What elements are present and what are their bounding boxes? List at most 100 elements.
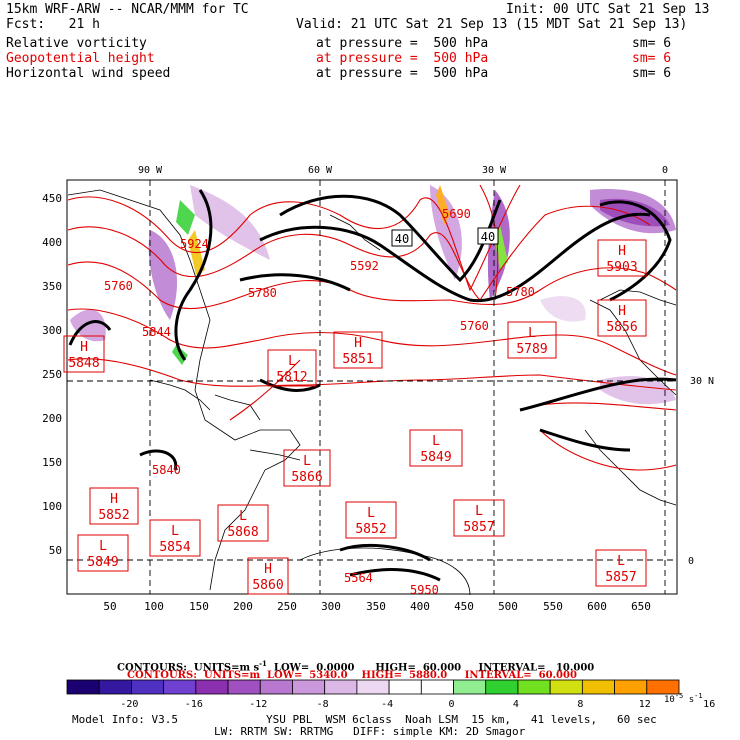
contour-info-black: CONTOURS: UNITS=m s-1 LOW= 0.0000 HIGH= … [117, 659, 595, 674]
pressure-center-value: 5866 [291, 470, 322, 485]
x-axis-ticks: 50 100 150 200 250 300 350 400 450 500 5… [103, 600, 651, 613]
colorbar-label: -8 [317, 699, 329, 710]
height-label: 5760 [460, 319, 489, 333]
pressure-center-value: 5857 [605, 570, 636, 585]
wind-speed-contours [68, 189, 677, 582]
pressure-center-value: 5852 [98, 508, 129, 523]
field-name-wind: Horizontal wind speed [6, 66, 171, 81]
height-label: 5690 [442, 207, 471, 221]
colorbar-unit: 10-5 s-1 [664, 692, 703, 705]
field-sm-wind: sm= 6 [632, 66, 672, 81]
height-label: 5592 [350, 259, 379, 273]
lat-label-0: 0 [688, 556, 694, 567]
x-tick: 400 [410, 600, 430, 613]
x-tick: 200 [233, 600, 253, 613]
height-label: 5780 [248, 286, 277, 300]
pressure-center-value: 5852 [355, 522, 386, 537]
height-label: 5950 [410, 583, 439, 597]
pressure-center-value: 5868 [227, 525, 258, 540]
pressure-center-value: 5856 [606, 320, 637, 335]
physics-line-2: LW: RRTM SW: RRTMG DIFF: simple KM: 2D S… [214, 725, 526, 738]
pressure-center-value: 5849 [87, 555, 118, 570]
colorbar-label: 16 [703, 699, 715, 710]
pressure-center-value: 5903 [606, 260, 637, 275]
x-tick: 250 [277, 600, 297, 613]
wind-contour-labels: 40 40 [391, 227, 499, 247]
y-axis-ticks: 450 400 350 300 250 200 150 100 50 [42, 192, 62, 557]
colorbar-label: 8 [577, 699, 583, 710]
pressure-center-value: 5849 [420, 450, 451, 465]
pressure-center-value: 5848 [68, 356, 99, 371]
pressure-center-value: 5812 [276, 370, 307, 385]
lon-label-60w: 60 W [308, 165, 333, 176]
height-label: 5924 [180, 237, 209, 251]
y-tick: 350 [42, 280, 62, 293]
lat-label-30n: 30 N [690, 376, 714, 387]
colorbar-label: -4 [381, 699, 393, 710]
pressure-center-type: L [528, 326, 536, 341]
colorbar-swatch [646, 679, 680, 695]
pressure-center-type: L [475, 504, 483, 519]
init-time: Init: 00 UTC Sat 21 Sep 13 [506, 2, 710, 17]
pressure-center-type: H [354, 336, 362, 351]
height-label: 5780 [506, 285, 535, 299]
colorbar-swatch [581, 679, 615, 695]
wind-label-40: 40 [395, 232, 409, 246]
x-tick: 550 [543, 600, 563, 613]
x-tick: 350 [366, 600, 386, 613]
contour-info-red: CONTOURS: UNITS=m LOW= 5340.0 HIGH= 5880… [127, 670, 577, 681]
pressure-center-type: H [618, 304, 626, 319]
x-tick: 500 [498, 600, 518, 613]
y-tick: 50 [49, 544, 62, 557]
pressure-center-type: L [367, 506, 375, 521]
y-tick: 200 [42, 412, 62, 425]
pressure-center-value: 5854 [159, 540, 190, 555]
pressure-center-type: L [432, 434, 440, 449]
y-tick: 400 [42, 236, 62, 249]
y-tick: 250 [42, 368, 62, 381]
x-tick: 600 [587, 600, 607, 613]
colorbar-label: 12 [639, 699, 651, 710]
x-tick: 300 [321, 600, 341, 613]
pressure-center-type: H [110, 492, 118, 507]
height-labels: 5760 5844 5924 5780 5592 5690 5760 5780 … [104, 207, 535, 597]
lon-label-90w: 90 W [138, 165, 163, 176]
field-name-height: Geopotential height [6, 51, 155, 66]
coastlines [67, 189, 677, 596]
colorbar-label: 0 [449, 699, 455, 710]
plot-frame [66, 179, 678, 595]
pressure-center-type: L [288, 354, 296, 369]
pressure-center-type: L [303, 454, 311, 469]
colorbar-swatch [66, 679, 100, 695]
x-tick: 650 [631, 600, 651, 613]
x-tick: 450 [454, 600, 474, 613]
x-tick: 150 [189, 600, 209, 613]
colorbar-label: -20 [120, 699, 138, 710]
pressure-center-type: H [80, 340, 88, 355]
lon-label-30w: 30 W [482, 165, 507, 176]
physics-line-1: YSU PBL WSM 6class Noah LSM 15 km, 41 le… [266, 713, 657, 726]
vorticity-shading [70, 185, 676, 405]
model-title: 15km WRF-ARW -- NCAR/MMM for TC [6, 2, 249, 17]
pressure-center-type: L [99, 539, 107, 554]
model-info: Model Info: V3.5 [72, 713, 178, 726]
forecast-hour: Fcst: 21 h [6, 17, 100, 32]
field-sm-vorticity: sm= 6 [632, 36, 672, 51]
y-tick: 450 [42, 192, 62, 205]
pressure-center-type: L [617, 554, 625, 569]
wind-label-40: 40 [481, 230, 495, 244]
field-level-wind: at pressure = 500 hPa [316, 66, 489, 81]
height-label: 5844 [142, 325, 171, 339]
